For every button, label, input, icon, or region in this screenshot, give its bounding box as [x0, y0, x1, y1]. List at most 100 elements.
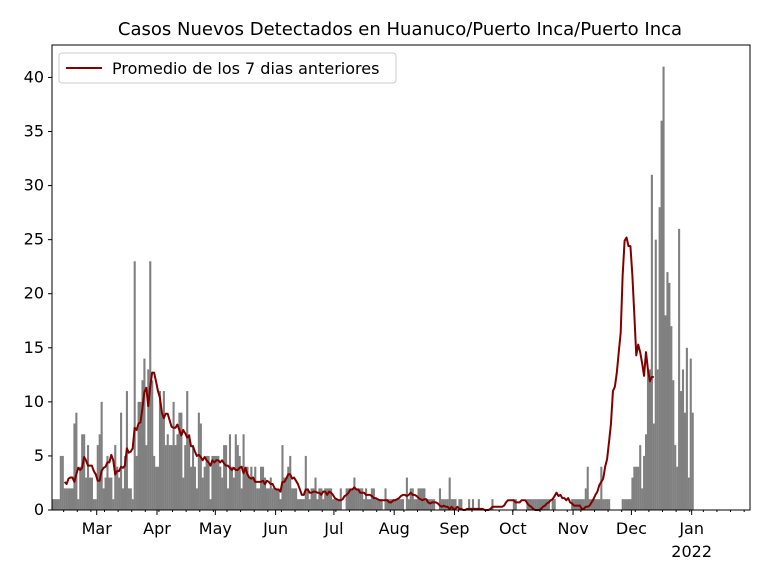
bar-day-11 — [73, 423, 76, 510]
bar-day-185 — [411, 488, 414, 510]
bar-day-207 — [454, 499, 457, 510]
bar-day-315 — [664, 315, 667, 510]
bar-day-107 — [260, 466, 263, 510]
bar-day-21 — [92, 499, 95, 510]
bar-day-322 — [678, 228, 681, 510]
bar-day-104 — [254, 466, 257, 510]
bar-day-270 — [576, 499, 580, 510]
average-line-series — [63, 236, 654, 511]
bar-day-74 — [195, 488, 198, 510]
bar-day-246 — [530, 499, 533, 510]
bar-day-54 — [156, 466, 160, 510]
bar-day-47 — [143, 358, 146, 510]
bar-day-42 — [133, 261, 136, 510]
bar-day-285 — [606, 499, 609, 510]
bar-day-49 — [147, 369, 150, 510]
bar-day-31 — [112, 499, 115, 510]
bar-day-257 — [551, 499, 554, 510]
bar-day-206 — [452, 499, 455, 510]
bar-day-116 — [277, 488, 280, 510]
bar-day-277 — [590, 499, 593, 510]
bar-day-105 — [256, 488, 259, 510]
x-tick-label-jun: Jun — [262, 519, 288, 538]
bar-day-204 — [448, 477, 451, 510]
bar-day-13 — [77, 499, 80, 510]
bar-day-169 — [380, 499, 383, 510]
bar-day-294 — [623, 499, 626, 510]
bar-day-320 — [674, 445, 677, 510]
y-tick-label-0: 0 — [34, 500, 44, 519]
bar-day-58 — [164, 445, 167, 510]
bar-day-123 — [291, 488, 294, 510]
bar-day-20 — [90, 477, 93, 510]
bar-day-86 — [219, 466, 222, 510]
bar-day-258 — [553, 499, 556, 510]
bar-day-37 — [123, 455, 127, 510]
bar-day-147 — [337, 499, 340, 510]
bar-day-162 — [366, 499, 370, 510]
bar-day-129 — [302, 499, 305, 510]
bar-day-282 — [600, 466, 603, 510]
bar-day-237 — [512, 499, 515, 510]
bar-day-275 — [586, 466, 589, 510]
bar-day-184 — [409, 488, 412, 510]
bar-day-214 — [468, 499, 471, 510]
bar-day-26 — [102, 488, 105, 510]
bar-day-314 — [662, 66, 665, 510]
bar-day-160 — [363, 499, 366, 510]
bar-day-146 — [335, 499, 338, 510]
bar-day-174 — [390, 499, 393, 510]
y-tick-label-15: 15 — [24, 338, 44, 357]
bar-day-248 — [534, 499, 537, 510]
bar-day-216 — [471, 499, 475, 510]
bar-day-45 — [139, 401, 142, 510]
bar-day-39 — [127, 488, 130, 510]
bar-day-324 — [681, 369, 685, 510]
bar-day-305 — [645, 434, 648, 510]
bar-day-82 — [211, 455, 214, 510]
bar-day-319 — [672, 380, 675, 510]
bar-day-79 — [205, 455, 208, 510]
bar-day-28 — [106, 455, 109, 510]
bar-day-7 — [65, 488, 68, 510]
bar-day-122 — [289, 455, 292, 510]
bar-day-308 — [650, 174, 653, 510]
bar-day-16 — [83, 434, 86, 510]
bar-day-89 — [225, 445, 228, 510]
bar-day-112 — [269, 477, 272, 510]
bar-day-57 — [162, 391, 165, 510]
bar-day-311 — [656, 369, 659, 510]
bar-day-113 — [271, 488, 274, 510]
bar-day-138 — [320, 488, 323, 510]
bar-day-65 — [178, 412, 181, 510]
bar-day-10 — [71, 488, 74, 510]
bar-day-72 — [191, 445, 195, 510]
bar-day-69 — [186, 391, 189, 510]
bar-day-167 — [376, 499, 379, 510]
bar-day-219 — [477, 499, 480, 510]
bar-day-24 — [98, 434, 101, 510]
bar-day-281 — [598, 499, 601, 510]
bar-day-33 — [116, 466, 119, 510]
bar-day-12 — [75, 412, 78, 510]
bar-day-106 — [258, 488, 261, 510]
bar-day-67 — [182, 477, 185, 510]
bar-day-127 — [298, 499, 302, 510]
bar-day-295 — [625, 499, 628, 510]
bar-day-76 — [199, 423, 202, 510]
bar-day-317 — [668, 282, 671, 510]
x-tick-label-jul: Jul — [323, 519, 343, 538]
y-tick-label-5: 5 — [34, 446, 44, 465]
bar-day-304 — [643, 455, 646, 510]
bar-day-32 — [114, 445, 117, 510]
bar-day-120 — [285, 477, 288, 510]
bar-day-27 — [104, 477, 107, 510]
bar-day-201 — [442, 499, 445, 510]
bar-day-71 — [190, 466, 193, 510]
bar-day-152 — [347, 488, 350, 510]
bar-day-43 — [135, 455, 138, 510]
bar-day-18 — [87, 445, 90, 510]
bar-day-178 — [398, 499, 401, 510]
bar-day-200 — [440, 499, 443, 510]
bar-day-279 — [594, 499, 597, 510]
